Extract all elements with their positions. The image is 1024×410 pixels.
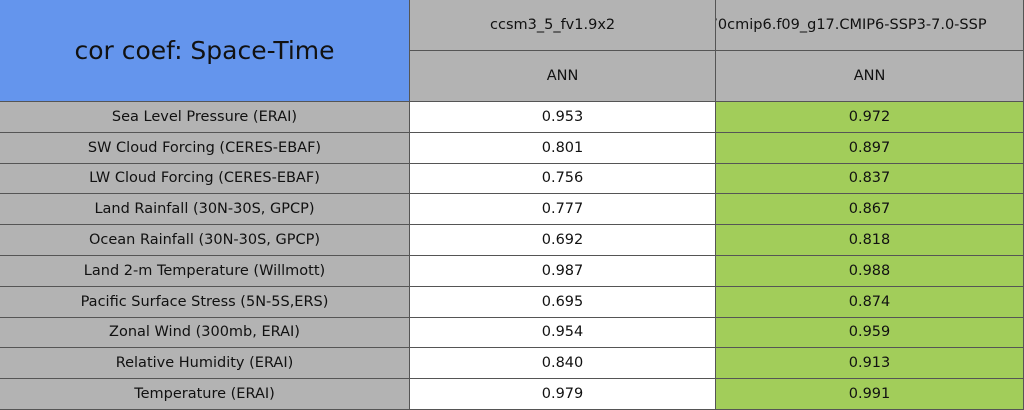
period-header: ANN [716, 51, 1024, 102]
period-header: ANN [410, 51, 716, 102]
column-header: ccsm3_5_fv1.9x2 [410, 0, 716, 51]
value-cell: 0.979 [410, 379, 716, 410]
row-label: Relative Humidity (ERAI) [0, 348, 410, 380]
row-label: Zonal Wind (300mb, ERAI) [0, 317, 410, 349]
value-cell: 0.954 [410, 317, 716, 349]
column-header-text: ccsm3_5_fv1.9x2 [490, 17, 616, 33]
value-cell: 0.987 [410, 256, 716, 287]
row-label: Pacific Surface Stress (5N-5S,ERS) [0, 286, 410, 318]
row-label: SW Cloud Forcing (CERES-EBAF) [0, 132, 410, 164]
value-cell: 0.913 [716, 348, 1024, 380]
row-label: Sea Level Pressure (ERAI) [0, 102, 410, 133]
row-label: LW Cloud Forcing (CERES-EBAF) [0, 163, 410, 195]
value-cell: 0.991 [716, 379, 1024, 410]
value-cell: 0.801 [410, 132, 716, 164]
value-cell: 0.953 [410, 102, 716, 133]
value-cell: 0.988 [716, 256, 1024, 287]
value-cell: 0.972 [716, 102, 1024, 133]
value-cell: 0.777 [410, 194, 716, 226]
value-cell: 0.756 [410, 163, 716, 195]
value-cell: 0.897 [716, 132, 1024, 164]
column-header-text: f.e21.BSSP370cmip6.f09_g17.CMIP6-SSP3-7.… [716, 17, 987, 33]
row-label: Temperature (ERAI) [0, 379, 410, 410]
value-cell: 0.874 [716, 286, 1024, 318]
row-label: Land Rainfall (30N-30S, GPCP) [0, 194, 410, 226]
value-cell: 0.959 [716, 317, 1024, 349]
value-cell: 0.840 [410, 348, 716, 380]
value-cell: 0.818 [716, 225, 1024, 256]
value-cell: 0.692 [410, 225, 716, 256]
row-label: Land 2-m Temperature (Willmott) [0, 256, 410, 287]
value-cell: 0.867 [716, 194, 1024, 226]
value-cell: 0.837 [716, 163, 1024, 195]
value-cell: 0.695 [410, 286, 716, 318]
row-label: Ocean Rainfall (30N-30S, GPCP) [0, 225, 410, 256]
table-title: cor coef: Space-Time [0, 0, 410, 102]
column-header: f.e21.BSSP370cmip6.f09_g17.CMIP6-SSP3-7.… [716, 0, 1024, 51]
